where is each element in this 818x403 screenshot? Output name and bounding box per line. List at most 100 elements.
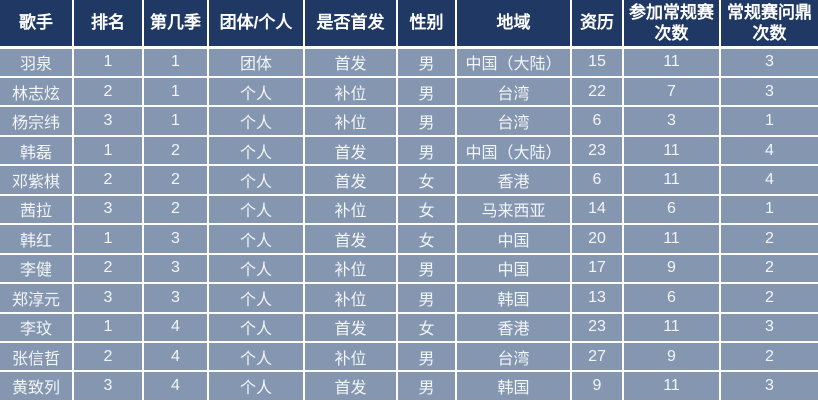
table-cell: 11	[622, 223, 721, 255]
table-cell: 郑淳元	[0, 282, 74, 314]
table-cell: 补位	[303, 193, 398, 226]
table-cell: 男	[396, 75, 457, 108]
table-cell: 1	[72, 46, 144, 78]
table-row: 黄致列 3 4 个人 首发男韩国 9 11 3	[0, 370, 818, 403]
table-row: 郑淳元 3 3 个人 补位男韩国 13 6 2	[0, 282, 818, 314]
table-cell: 中国	[455, 223, 572, 255]
column-header: 团体/个人	[207, 0, 305, 49]
table-cell: 2	[72, 164, 144, 196]
table-cell: 团体	[207, 46, 305, 78]
column-header: 参加常规赛次数	[622, 0, 721, 49]
table-cell: 补位	[303, 105, 398, 137]
table-row: 张信哲 2 4 个人 补位男台湾 27 9 2	[0, 340, 818, 373]
table-row: 杨宗纬 3 1 个人 补位男台湾 6 3 1	[0, 105, 818, 137]
table-cell: 首发	[303, 46, 398, 78]
table-cell: 11	[622, 370, 721, 403]
table-cell: 6	[622, 193, 721, 226]
table-cell: 香港	[455, 311, 572, 343]
table-cell: 1	[142, 75, 209, 108]
table-cell: 3	[719, 311, 818, 343]
column-header: 是否首发	[303, 0, 398, 49]
table-cell: 2	[142, 193, 209, 226]
table-cell: 14	[570, 193, 624, 226]
table-cell: 李玟	[0, 311, 74, 343]
table-cell: 女	[396, 193, 457, 226]
table-cell: 3	[142, 223, 209, 255]
table-cell: 2	[719, 340, 818, 373]
table-cell: 女	[396, 223, 457, 255]
table-cell: 男	[396, 252, 457, 285]
table-cell: 1	[142, 105, 209, 137]
table-cell: 邓紫棋	[0, 164, 74, 196]
table-cell: 4	[142, 340, 209, 373]
table-cell: 杨宗纬	[0, 105, 74, 137]
table-cell: 男	[396, 282, 457, 314]
table-cell: 2	[72, 75, 144, 108]
table-cell: 6	[570, 164, 624, 196]
table-cell: 黄致列	[0, 370, 74, 403]
table-cell: 林志炫	[0, 75, 74, 108]
table-cell: 17	[570, 252, 624, 285]
table-cell: 2	[719, 223, 818, 255]
table-cell: 个人	[207, 134, 305, 167]
table-cell: 13	[570, 282, 624, 314]
table-cell: 15	[570, 46, 624, 78]
table-cell: 首发	[303, 223, 398, 255]
table-body: 羽泉 1 1 团体 首发男中国（大陆） 15 11 3 林志炫 2 1 个人 补位男台湾 22 7 3 杨宗纬 3…	[0, 46, 818, 403]
table-cell: 个人	[207, 282, 305, 314]
table-cell: 补位	[303, 340, 398, 373]
column-header: 地域	[455, 0, 572, 49]
table-cell: 3	[72, 282, 144, 314]
table-cell: 香港	[455, 164, 572, 196]
table-cell: 韩国	[455, 370, 572, 403]
table-cell: 个人	[207, 311, 305, 343]
table-row: 李健 2 3 个人 补位男中国 17 9 2	[0, 252, 818, 285]
table-cell: 中国（大陆）	[455, 46, 572, 78]
table-cell: 马来西亚	[455, 193, 572, 226]
table-cell: 茜拉	[0, 193, 74, 226]
table-cell: 3	[719, 370, 818, 403]
table-cell: 11	[622, 134, 721, 167]
table-cell: 4	[719, 164, 818, 196]
table-cell: 台湾	[455, 105, 572, 137]
table-cell: 3	[622, 105, 721, 137]
header-row: 歌手 排名 第几季 团体/个人 是否首发 性别 地域 资历 参加常规赛次数 常规赛问鼎次数	[0, 0, 818, 49]
column-header: 第几季	[142, 0, 209, 49]
table-cell: 1	[72, 223, 144, 255]
table-cell: 1	[72, 134, 144, 167]
table-cell: 11	[622, 164, 721, 196]
column-header: 歌手	[0, 0, 74, 49]
table-cell: 3	[719, 46, 818, 78]
table-cell: 男	[396, 134, 457, 167]
table-cell: 2	[142, 134, 209, 167]
table-cell: 6	[622, 282, 721, 314]
table-cell: 个人	[207, 164, 305, 196]
table-cell: 6	[570, 105, 624, 137]
table-cell: 台湾	[455, 75, 572, 108]
table-cell: 2	[719, 282, 818, 314]
table-cell: 3	[72, 193, 144, 226]
table-cell: 22	[570, 75, 624, 108]
table-cell: 3	[719, 75, 818, 108]
table-cell: 个人	[207, 340, 305, 373]
table-cell: 1	[72, 311, 144, 343]
table-row: 韩红 1 3 个人 首发女中国 20 11 2	[0, 223, 818, 255]
table-cell: 个人	[207, 105, 305, 137]
table-header: 歌手 排名 第几季 团体/个人 是否首发 性别 地域 资历 参加常规赛次数 常规赛问鼎次数	[0, 0, 818, 49]
table-cell: 补位	[303, 252, 398, 285]
table-cell: 9	[622, 252, 721, 285]
table-cell: 27	[570, 340, 624, 373]
table-cell: 个人	[207, 193, 305, 226]
table-cell: 4	[142, 311, 209, 343]
column-header: 资历	[570, 0, 624, 49]
table-cell: 3	[142, 282, 209, 314]
table-cell: 个人	[207, 75, 305, 108]
table-cell: 男	[396, 340, 457, 373]
table-cell: 23	[570, 311, 624, 343]
table-cell: 首发	[303, 164, 398, 196]
table-cell: 2	[72, 340, 144, 373]
table-cell: 男	[396, 46, 457, 78]
table-row: 羽泉 1 1 团体 首发男中国（大陆） 15 11 3	[0, 46, 818, 78]
